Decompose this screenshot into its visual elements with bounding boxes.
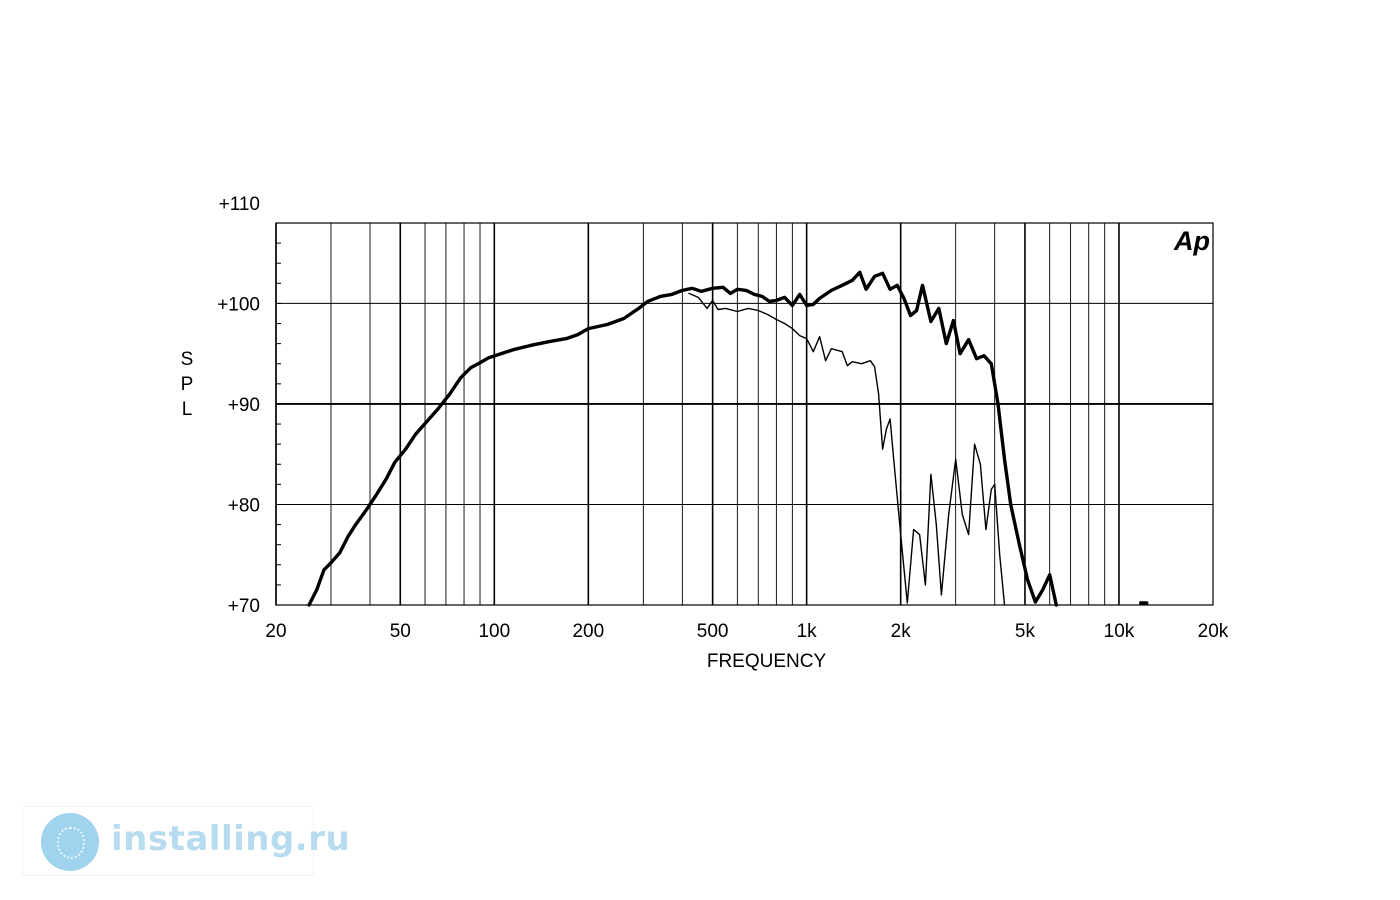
- y-axis-label-letter: L: [182, 399, 193, 420]
- x-tick-label: 2k: [891, 621, 912, 642]
- y-axis-label-letter: P: [181, 374, 194, 395]
- y-tick-label: +80: [228, 495, 260, 516]
- y-tick-label: +90: [228, 395, 260, 416]
- series-line-thin: [688, 292, 1006, 606]
- y-tick-label: +110: [219, 194, 260, 215]
- x-tick-label: 20k: [1198, 621, 1229, 642]
- x-tick-label: 20: [265, 621, 286, 642]
- x-tick-labels: 20 50 100 200 500 1k 2k 5k 10k 20k: [265, 621, 1228, 642]
- watermark-text: installing.ru: [111, 819, 351, 859]
- y-tick-label: +70: [228, 596, 260, 617]
- globe-icon: [41, 813, 99, 871]
- ap-logo: Ap: [1173, 226, 1210, 256]
- x-tick-label: 1k: [797, 621, 818, 642]
- y-tick-label: +100: [217, 294, 260, 315]
- x-tick-label: 10k: [1104, 621, 1135, 642]
- x-tick-label: 500: [697, 621, 729, 642]
- x-tick-label: 50: [390, 621, 411, 642]
- watermark: installing.ru: [22, 806, 350, 876]
- x-tick-label: 5k: [1015, 621, 1036, 642]
- y-axis-label: SPL: [181, 349, 194, 420]
- y-tick-labels: +110 +100 +90 +80 +70: [217, 194, 260, 617]
- x-tick-label: 100: [478, 621, 510, 642]
- x-axis-label: FREQUENCY: [707, 651, 827, 672]
- x-tick-label: 200: [572, 621, 604, 642]
- series: [307, 270, 1149, 607]
- grid: [275, 222, 1214, 606]
- y-axis-label-letter: S: [181, 349, 194, 370]
- plot-frame: [275, 222, 1214, 606]
- series-line-thick: [307, 270, 1058, 607]
